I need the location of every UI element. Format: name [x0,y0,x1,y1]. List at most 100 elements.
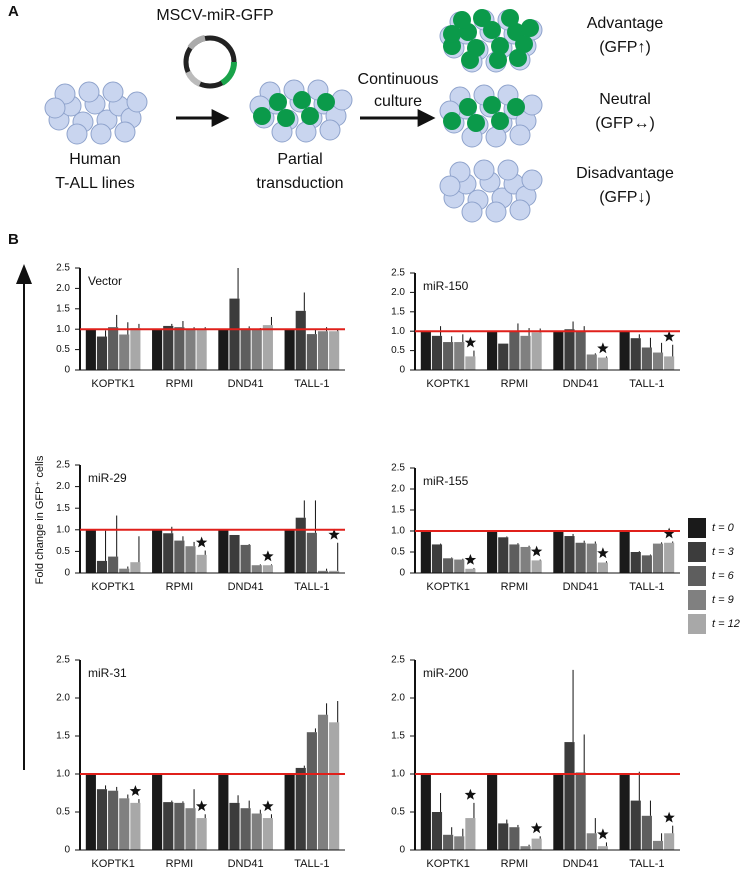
gfp-cell [507,98,525,116]
y-tick-label: 1.5 [391,505,405,516]
x-tick-label: TALL-1 [294,378,329,390]
y-tick-label: 2.0 [391,287,405,298]
y-arrowhead [16,264,32,284]
significance-star [129,785,142,796]
x-tick-label: KOPTK1 [426,581,469,593]
bar [652,840,664,850]
y-tick-label: 2.5 [391,655,405,666]
y-tick-label: 0.5 [56,344,70,355]
bar [284,529,295,573]
bar [597,846,608,850]
significance-star [597,828,609,840]
x-tick-label: RPMI [501,581,529,593]
gfp-cell [277,109,295,127]
gfp-cell [461,51,479,69]
bar [295,517,306,573]
outcome-change: (GFP↓) [599,189,651,206]
bar [329,570,340,573]
cell-cluster [439,84,543,148]
bar [317,331,329,370]
gfp-cell [453,11,471,29]
y-tick-label: 2.5 [391,463,405,474]
bar [487,331,498,370]
cell [114,121,136,143]
y-tick-label: 0.5 [391,807,405,818]
bar [487,531,498,573]
y-tick-label: 0 [64,568,70,579]
chart-title: miR-155 [423,474,469,488]
y-tick-label: 1.0 [56,324,70,335]
significance-star [195,536,208,548]
bar [619,774,630,850]
bar [564,742,575,850]
cell [439,175,461,197]
y-tick-label: 1.0 [391,526,405,537]
start-label: T-ALL lines [55,175,134,192]
x-tick-label: TALL-1 [629,378,664,390]
y-tick-label: 0 [399,845,405,856]
chart-title: miR-150 [423,279,469,293]
y-tick-label: 1.0 [391,769,405,780]
significance-star [530,545,543,557]
bar [218,529,229,573]
significance-star [195,800,208,812]
chart-title: miR-29 [88,471,127,485]
significance-star [663,527,675,539]
bar [85,329,96,370]
bar [509,331,520,370]
gfp-cell [473,9,491,27]
bar [443,558,454,573]
y-tick-label: 0.5 [56,546,70,557]
gfp-cell [459,98,477,116]
y-tick-label: 2.5 [391,268,405,279]
legend-swatch [688,566,706,586]
bar [619,531,630,573]
bar [96,560,108,573]
legend-label: t = 9 [712,594,734,606]
bar [185,546,196,573]
y-tick-label: 2.5 [56,263,70,274]
y-tick-label: 2.0 [56,693,70,704]
bar [262,325,273,370]
bar [498,823,509,850]
bar [641,555,652,573]
bar [487,774,498,850]
x-tick-label: DND41 [228,858,264,869]
cell [485,126,507,148]
x-tick-label: RPMI [166,378,194,390]
x-tick-label: RPMI [501,858,529,869]
bar [240,808,251,850]
bar [630,338,641,370]
bar [130,562,141,573]
bar [498,537,509,573]
bar [119,798,130,850]
x-tick-label: DND41 [228,581,264,593]
bar [664,356,675,370]
bar [163,533,174,573]
bar [174,540,185,573]
bar [130,327,141,370]
cell-cluster [44,81,148,145]
gfp-cell [467,114,485,132]
y-tick-label: 2.5 [56,460,70,471]
bar [553,531,564,573]
gfp-cell [253,107,271,125]
bar [465,568,476,573]
y-tick-label: 1.5 [56,303,70,314]
bar [295,767,306,850]
gfp-cell [483,21,501,39]
outcome-change: (GFP↑) [599,39,651,56]
outcome-change: (GFP↔) [595,115,655,132]
bar [454,342,465,370]
bar [586,833,597,850]
middle-label: Partial [277,151,322,168]
bar [284,774,295,850]
bar [196,554,207,573]
bar [306,732,317,850]
bar [240,328,251,370]
gfp-cell [443,25,461,43]
bar [174,327,185,370]
bar [575,331,586,370]
y-axis-label: Fold change in GFP⁺ cells [34,455,46,584]
cell [319,119,341,141]
